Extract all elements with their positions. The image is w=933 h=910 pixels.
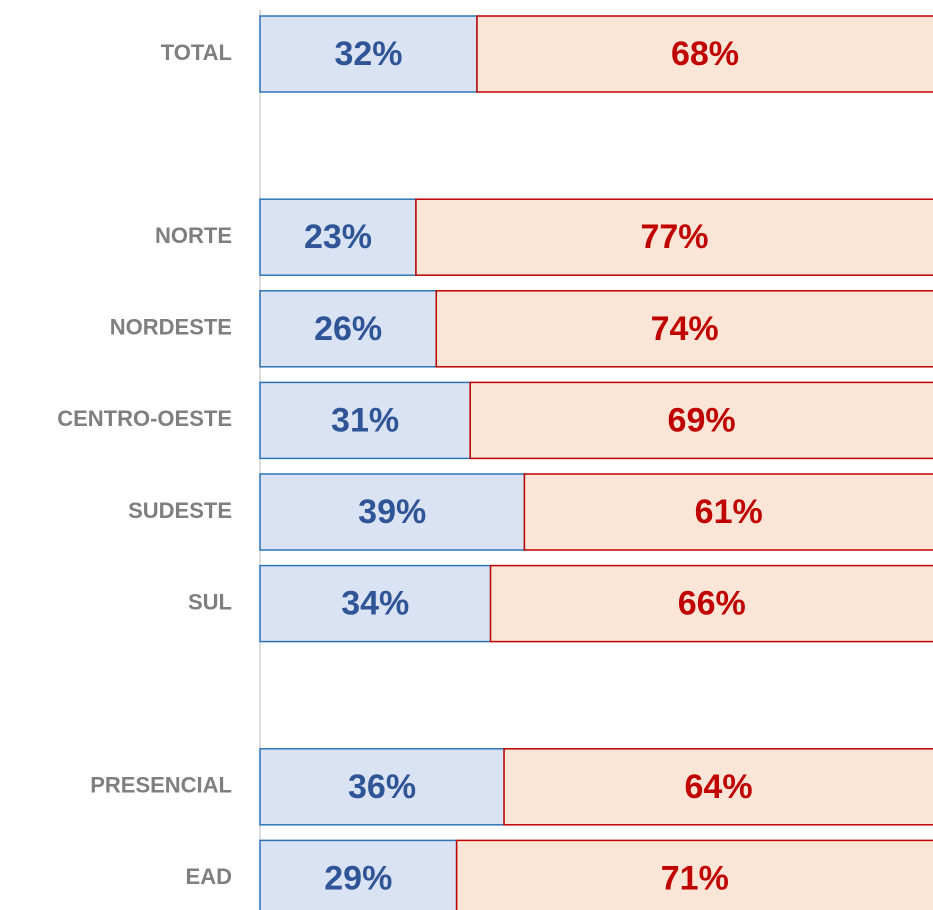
bar-segment (259, 564, 492, 643)
value-label: 61% (695, 493, 763, 531)
category-label: SUL (188, 589, 232, 614)
bar-segment (415, 198, 933, 276)
category-label: EAD (186, 864, 232, 889)
bar-segment (476, 15, 933, 93)
value-label: 77% (640, 218, 708, 256)
bar-segment (489, 564, 933, 643)
bar-segment (259, 748, 505, 826)
category-label: PRESENCIAL (90, 773, 232, 798)
category-label: NORDESTE (110, 315, 232, 340)
bar-segment (259, 198, 417, 276)
bar-segment (259, 290, 438, 368)
value-label: 31% (331, 401, 399, 439)
bar-segment (455, 839, 933, 910)
value-label: 34% (341, 585, 409, 623)
bar-segment (435, 290, 933, 368)
bar-segment (259, 839, 458, 910)
category-label: CENTRO-OESTE (57, 406, 232, 431)
value-label: 74% (651, 310, 719, 348)
value-label: 32% (334, 35, 402, 73)
value-label: 69% (668, 401, 736, 439)
category-label: SUDESTE (128, 498, 232, 523)
value-label: 26% (314, 310, 382, 348)
value-label: 64% (685, 768, 753, 806)
value-label: 29% (324, 859, 392, 897)
value-label: 66% (678, 585, 746, 623)
value-label: 36% (348, 768, 416, 806)
value-label: 23% (304, 218, 372, 256)
value-label: 71% (661, 859, 729, 897)
value-label: 68% (671, 35, 739, 73)
category-label: TOTAL (161, 40, 232, 65)
bar-segment (259, 381, 471, 460)
value-label: 39% (358, 493, 426, 531)
category-label: NORTE (155, 223, 232, 248)
bar-segment (469, 381, 933, 460)
bar-segment (503, 748, 933, 826)
bar-segment (523, 473, 933, 551)
